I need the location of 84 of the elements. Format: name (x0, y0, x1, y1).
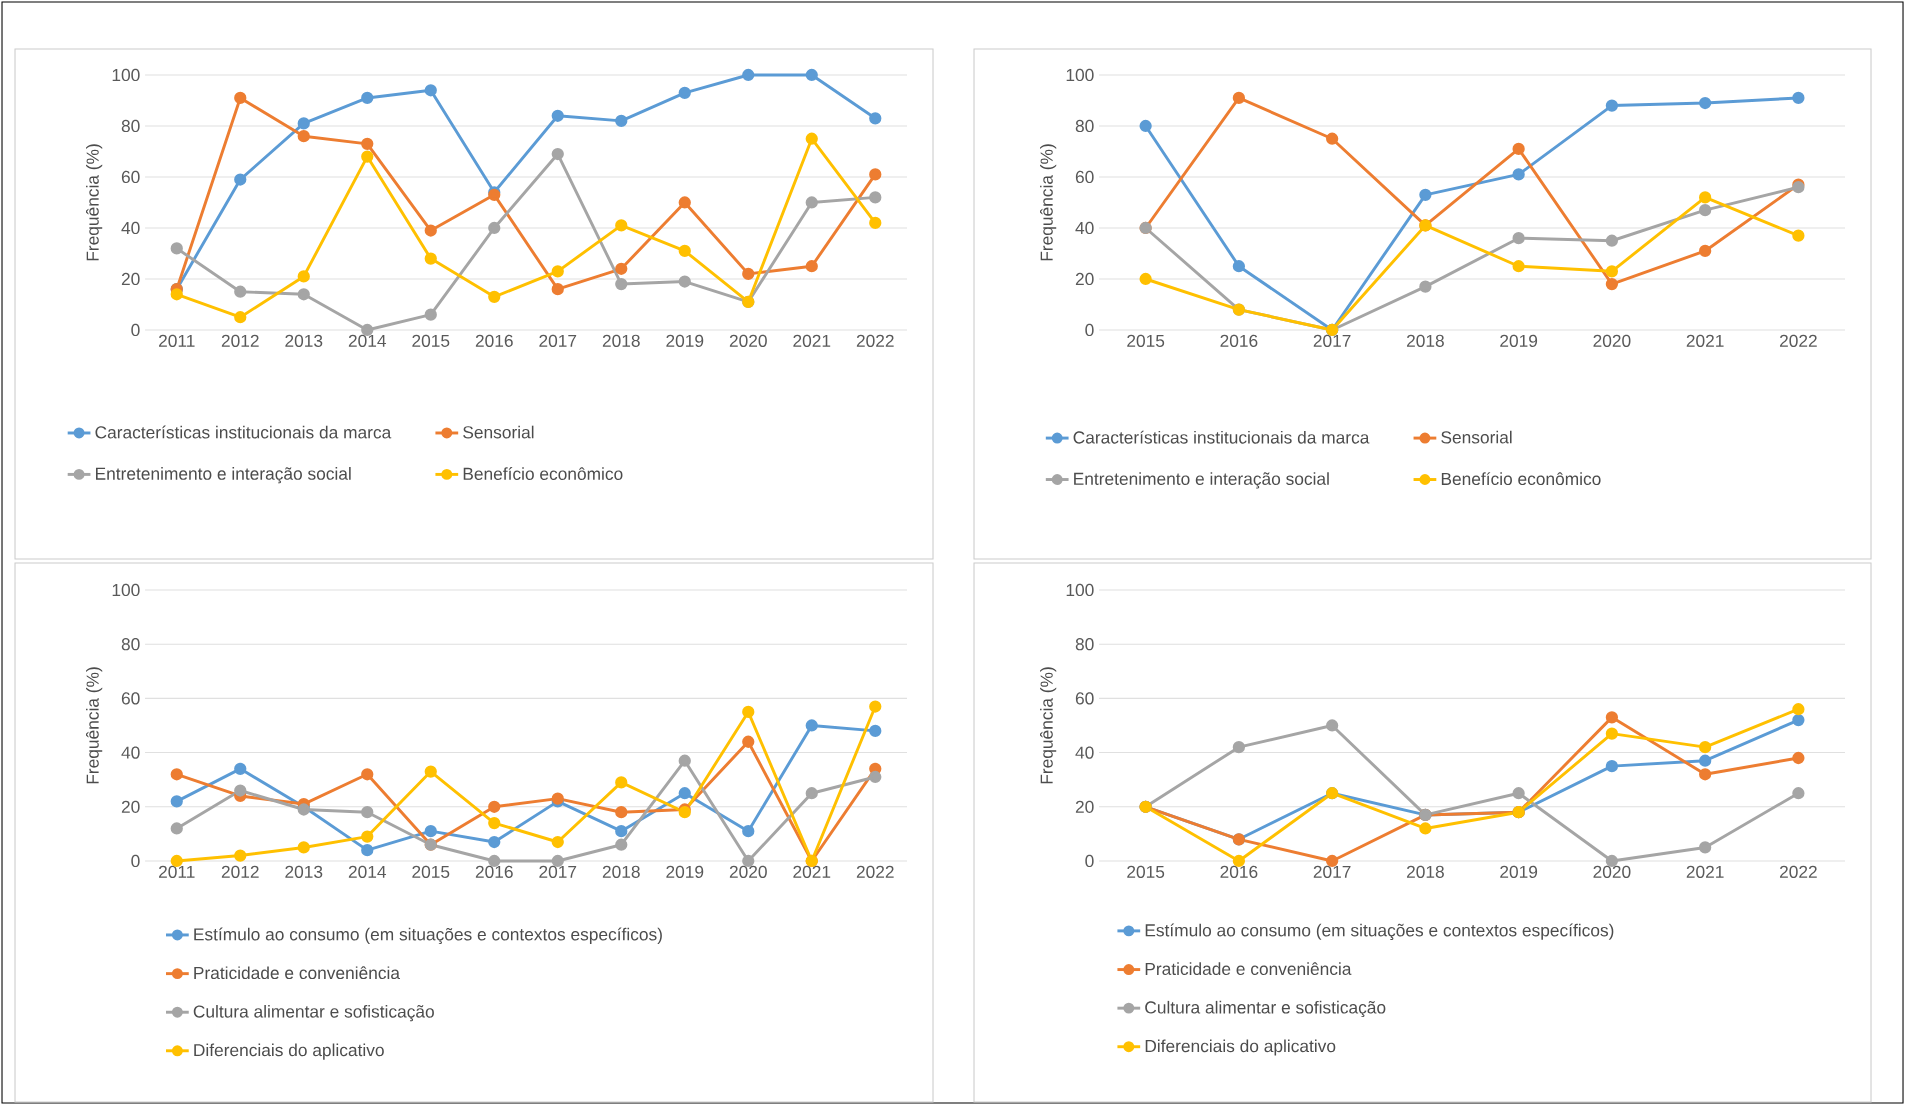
x-tick-label: 2016 (1220, 334, 1258, 347)
legend-label: Cultura alimentar e sofisticação (193, 1004, 434, 1022)
legend-label: Diferenciais do aplicativo (1145, 1039, 1336, 1056)
legend-label: Sensorial (463, 425, 534, 439)
y-tick-label: 80 (121, 638, 140, 651)
x-tick-label: 2013 (285, 865, 323, 878)
x-tick-label: 2020 (1593, 865, 1631, 878)
y-tick-label: 100 (1066, 68, 1094, 82)
y-tick-label: 40 (1075, 221, 1094, 235)
legend-label: Benefício econômico (463, 467, 623, 480)
x-tick-label: 2019 (666, 334, 704, 347)
x-tick-label: 2022 (856, 334, 894, 347)
y-axis-title: Frequência (%) (86, 144, 103, 261)
x-tick-label: 2020 (729, 865, 767, 878)
legend-label: Entretenimento e interação social (1074, 472, 1329, 489)
y-axis-title: Frequência (%) (1040, 667, 1057, 784)
y-tick-label: 80 (121, 119, 140, 133)
x-tick-label: 2022 (856, 865, 894, 878)
x-tick-label: 2011 (159, 865, 195, 878)
legend-label: Praticidade e conveniência (1145, 962, 1352, 976)
y-tick-label: 40 (121, 221, 140, 235)
x-tick-label: 2020 (1593, 334, 1631, 347)
y-tick-label: 60 (1075, 170, 1094, 184)
x-tick-label: 2014 (348, 334, 387, 347)
legend-label: Diferenciais do aplicativo (194, 1043, 384, 1060)
y-tick-label: 0 (131, 323, 140, 337)
x-tick-label: 2019 (666, 865, 704, 878)
x-tick-label: 2021 (1686, 865, 1724, 878)
y-tick-label: 40 (1075, 746, 1094, 759)
x-tick-label: 2016 (475, 865, 513, 878)
x-tick-label: 2021 (793, 334, 831, 347)
x-tick-label: 2015 (412, 865, 450, 878)
x-tick-label: 2015 (1127, 334, 1165, 347)
x-tick-label: 2017 (1313, 865, 1351, 878)
x-tick-label: 2022 (1779, 865, 1817, 878)
x-tick-label: 2015 (1127, 865, 1165, 878)
x-tick-label: 2018 (1406, 865, 1444, 878)
x-tick-label: 2020 (729, 334, 767, 347)
legend-label: Benefício econômico (1441, 472, 1601, 486)
legend-label: Entretenimento e interação social (96, 467, 351, 484)
y-tick-label: 20 (121, 800, 140, 813)
y-tick-label: 20 (1075, 800, 1094, 813)
y-tick-label: 60 (1075, 692, 1094, 705)
legend-label: Características institucionais da marca (1073, 430, 1370, 444)
x-tick-label: 2021 (793, 865, 831, 878)
legend-label: Praticidade e conveniência (194, 966, 400, 980)
y-tick-label: 0 (131, 854, 140, 868)
x-tick-label: 2017 (1313, 334, 1351, 347)
x-tick-label: 2016 (1220, 865, 1258, 878)
y-tick-label: 40 (121, 746, 140, 759)
y-tick-label: 100 (112, 68, 140, 82)
x-tick-label: 2016 (475, 334, 513, 347)
x-tick-label: 2011 (159, 334, 195, 347)
y-tick-label: 80 (1075, 119, 1094, 133)
y-tick-label: 100 (112, 583, 140, 597)
legend-label: Estímulo ao consumo (em situações e contextos específicos) (194, 927, 662, 944)
y-tick-label: 0 (1085, 854, 1094, 868)
x-tick-label: 2019 (1500, 334, 1538, 347)
x-tick-label: 2022 (1779, 334, 1817, 347)
x-tick-label: 2019 (1500, 865, 1538, 878)
y-tick-label: 0 (1085, 323, 1094, 337)
legend-label: Cultura alimentar e sofisticação (1145, 1000, 1386, 1018)
y-axis-title: Frequência (%) (1040, 144, 1057, 261)
x-tick-label: 2013 (285, 334, 323, 347)
x-tick-label: 2012 (221, 865, 259, 878)
legend-label: Estímulo ao consumo (em situações e contextos específicos) (1145, 923, 1614, 940)
x-tick-label: 2018 (1406, 334, 1444, 347)
x-tick-label: 2017 (539, 865, 577, 878)
x-tick-label: 2017 (539, 334, 577, 347)
x-tick-label: 2018 (602, 865, 640, 878)
y-tick-label: 20 (121, 272, 140, 286)
x-tick-label: 2012 (221, 334, 259, 347)
y-tick-label: 80 (1075, 638, 1094, 651)
x-tick-label: 2015 (412, 334, 450, 347)
x-tick-label: 2018 (602, 334, 640, 347)
legend-label: Sensorial (1441, 430, 1512, 444)
x-tick-label: 2021 (1686, 334, 1724, 347)
legend-label: Características institucionais da marca (95, 425, 392, 439)
y-tick-label: 60 (121, 170, 140, 184)
y-tick-label: 20 (1075, 272, 1094, 286)
y-axis-title: Frequência (%) (86, 667, 103, 784)
x-tick-label: 2014 (348, 865, 387, 878)
y-tick-label: 100 (1066, 583, 1094, 597)
y-tick-label: 60 (121, 692, 140, 705)
